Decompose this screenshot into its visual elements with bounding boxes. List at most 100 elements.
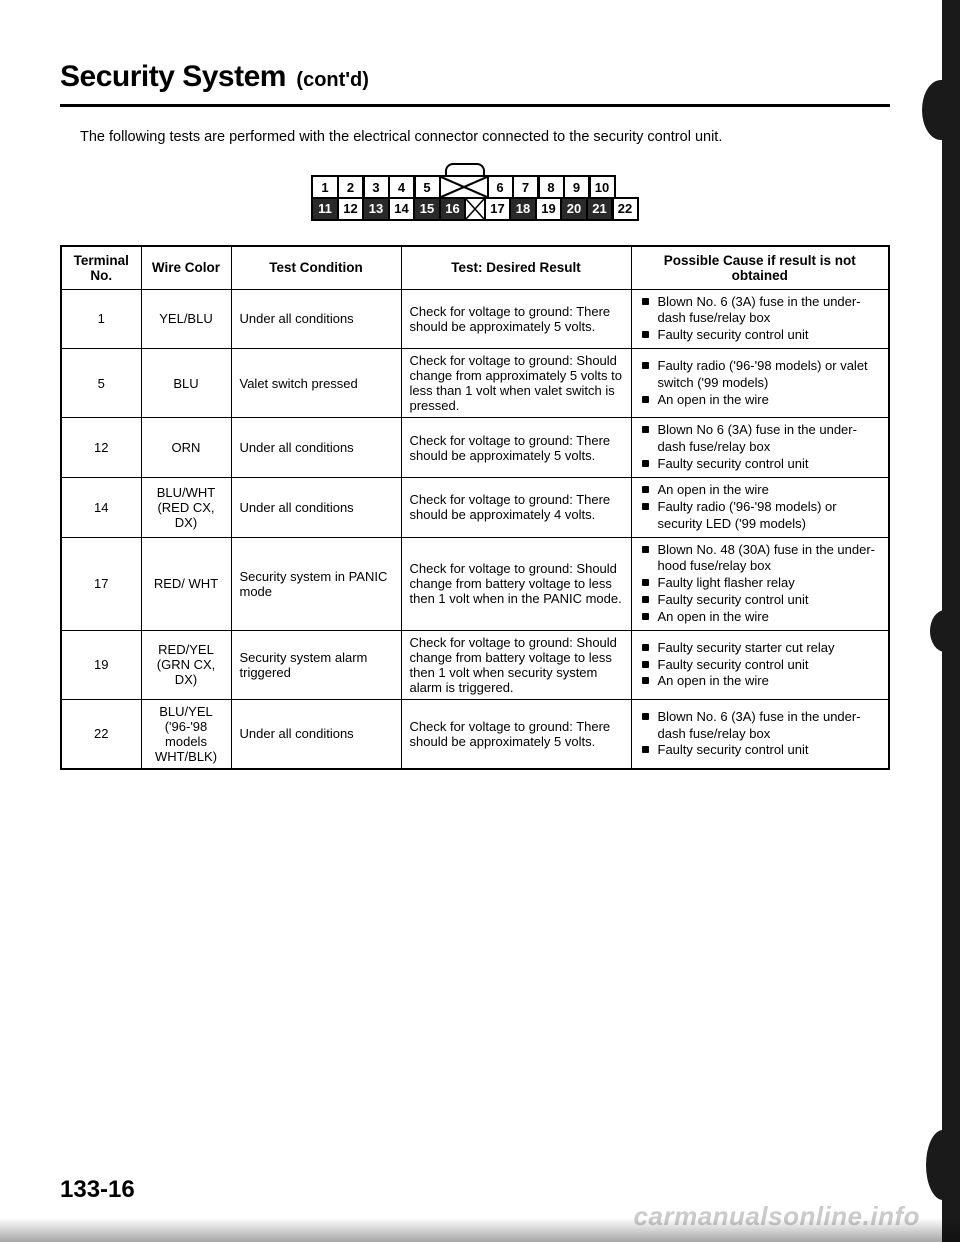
table-row: 5BLUValet switch pressedCheck for voltag…: [61, 349, 889, 418]
cell-cause: Faulty security starter cut relayFaulty …: [631, 630, 889, 699]
connector-pin: 11: [311, 197, 339, 221]
cause-item: Blown No. 48 (30A) fuse in the under-hoo…: [640, 542, 881, 576]
cell-terminal: 17: [61, 537, 141, 630]
cell-terminal: 1: [61, 289, 141, 349]
connector-pin: 16: [439, 197, 467, 221]
connector-diagram: 12345678910 111213141516171819202122: [60, 163, 890, 221]
cell-cause: Blown No 6 (3A) fuse in the under-dash f…: [631, 418, 889, 478]
scan-shadow: [0, 1218, 960, 1242]
cell-condition: Under all conditions: [231, 477, 401, 537]
cause-item: Faulty security control unit: [640, 657, 881, 674]
connector-pin: 17: [484, 197, 512, 221]
cause-item: An open in the wire: [640, 673, 881, 690]
cell-wire: RED/ WHT: [141, 537, 231, 630]
table-row: 1YEL/BLUUnder all conditionsCheck for vo…: [61, 289, 889, 349]
table-row: 14BLU/WHT (RED CX, DX)Under all conditio…: [61, 477, 889, 537]
cell-condition: Under all conditions: [231, 418, 401, 478]
cell-terminal: 19: [61, 630, 141, 699]
connector-pin: 14: [388, 197, 416, 221]
cause-item: Blown No 6 (3A) fuse in the under-dash f…: [640, 422, 881, 456]
table-header-row: Terminal No. Wire Color Test Condition T…: [61, 246, 889, 290]
cell-terminal: 22: [61, 699, 141, 769]
connector-pin: 15: [413, 197, 441, 221]
cause-item: Faulty radio ('96-'98 models) or valet s…: [640, 358, 881, 392]
cause-item: Faulty security control unit: [640, 327, 881, 344]
cause-item: Faulty security control unit: [640, 456, 881, 473]
cell-wire: RED/YEL (GRN CX, DX): [141, 630, 231, 699]
th-wire: Wire Color: [141, 246, 231, 290]
cause-list: Blown No. 6 (3A) fuse in the under-dash …: [640, 294, 881, 345]
cell-condition: Under all conditions: [231, 699, 401, 769]
connector-pin: 4: [388, 175, 416, 199]
table-row: 22BLU/YEL ('96-'98 models WHT/BLK)Under …: [61, 699, 889, 769]
cell-condition: Security system alarm triggered: [231, 630, 401, 699]
connector-row: 111213141516171819202122: [311, 199, 639, 221]
cell-cause: Blown No. 6 (3A) fuse in the under-dash …: [631, 289, 889, 349]
cell-cause: Blown No. 6 (3A) fuse in the under-dash …: [631, 699, 889, 769]
cell-terminal: 5: [61, 349, 141, 418]
binding-tab-icon: [926, 1130, 960, 1200]
cause-list: Blown No 6 (3A) fuse in the under-dash f…: [640, 422, 881, 473]
cell-cause: Blown No. 48 (30A) fuse in the under-hoo…: [631, 537, 889, 630]
title-main: Security System: [60, 60, 286, 93]
cell-condition: Under all conditions: [231, 289, 401, 349]
table-row: 12ORNUnder all conditionsCheck for volta…: [61, 418, 889, 478]
cause-item: Faulty security control unit: [640, 742, 881, 759]
connector-pin: 1: [311, 175, 339, 199]
title-sub: (cont'd): [296, 69, 369, 91]
connector-pin: 6: [486, 175, 514, 199]
cause-list: Blown No. 6 (3A) fuse in the under-dash …: [640, 709, 881, 760]
cause-item: An open in the wire: [640, 482, 881, 499]
cause-list: An open in the wireFaulty radio ('96-'98…: [640, 482, 881, 533]
cause-item: An open in the wire: [640, 392, 881, 409]
th-condition: Test Condition: [231, 246, 401, 290]
table-row: 19RED/YEL (GRN CX, DX)Security system al…: [61, 630, 889, 699]
cell-result: Check for voltage to ground: There shoul…: [401, 699, 631, 769]
connector-tab-icon: [445, 163, 485, 175]
cause-item: Blown No. 6 (3A) fuse in the under-dash …: [640, 294, 881, 328]
connector-pin: 21: [586, 197, 614, 221]
cell-result: Check for voltage to ground: There shoul…: [401, 418, 631, 478]
connector-pin: 12: [337, 197, 365, 221]
cause-list: Faulty security starter cut relayFaulty …: [640, 640, 881, 691]
cause-item: Blown No. 6 (3A) fuse in the under-dash …: [640, 709, 881, 743]
cell-result: Check for voltage to ground: There shoul…: [401, 477, 631, 537]
intro-text: The following tests are performed with t…: [80, 129, 890, 145]
connector-row: 12345 678910: [311, 175, 639, 199]
cell-cause: Faulty radio ('96-'98 models) or valet s…: [631, 349, 889, 418]
cell-wire: ORN: [141, 418, 231, 478]
connector-pin: 3: [362, 175, 390, 199]
connector-pin: 9: [563, 175, 591, 199]
test-table: Terminal No. Wire Color Test Condition T…: [60, 245, 890, 770]
connector-pin: 18: [509, 197, 537, 221]
cell-wire: YEL/BLU: [141, 289, 231, 349]
table-row: 17RED/ WHTSecurity system in PANIC modeC…: [61, 537, 889, 630]
cause-item: Faulty security control unit: [640, 592, 881, 609]
connector-pin: 5: [413, 175, 441, 199]
table-body: 1YEL/BLUUnder all conditionsCheck for vo…: [61, 289, 889, 769]
connector-pin: 10: [588, 175, 616, 199]
cell-result: Check for voltage to ground: Should chan…: [401, 630, 631, 699]
connector-pin: 8: [537, 175, 565, 199]
page-title: Security System (cont'd): [60, 60, 890, 94]
cause-item: Faulty security starter cut relay: [640, 640, 881, 657]
page-content: Security System (cont'd) The following t…: [0, 0, 960, 800]
connector-pin: 7: [512, 175, 540, 199]
connector-pin: 22: [611, 197, 639, 221]
th-result: Test: Desired Result: [401, 246, 631, 290]
cell-wire: BLU/YEL ('96-'98 models WHT/BLK): [141, 699, 231, 769]
page-number: 133-16: [60, 1176, 135, 1204]
connector-pin: 19: [535, 197, 563, 221]
cause-item: Faulty light flasher relay: [640, 575, 881, 592]
th-terminal: Terminal No.: [61, 246, 141, 290]
cell-result: Check for voltage to ground: Should chan…: [401, 349, 631, 418]
title-rule: [60, 104, 890, 107]
cell-wire: BLU/WHT (RED CX, DX): [141, 477, 231, 537]
connector-pin: 2: [337, 175, 365, 199]
cell-condition: Valet switch pressed: [231, 349, 401, 418]
connector-gap: [464, 197, 486, 221]
cell-condition: Security system in PANIC mode: [231, 537, 401, 630]
th-cause: Possible Cause if result is not obtained: [631, 246, 889, 290]
cause-item: Faulty radio ('96-'98 models) or securit…: [640, 499, 881, 533]
cause-list: Blown No. 48 (30A) fuse in the under-hoo…: [640, 542, 881, 626]
